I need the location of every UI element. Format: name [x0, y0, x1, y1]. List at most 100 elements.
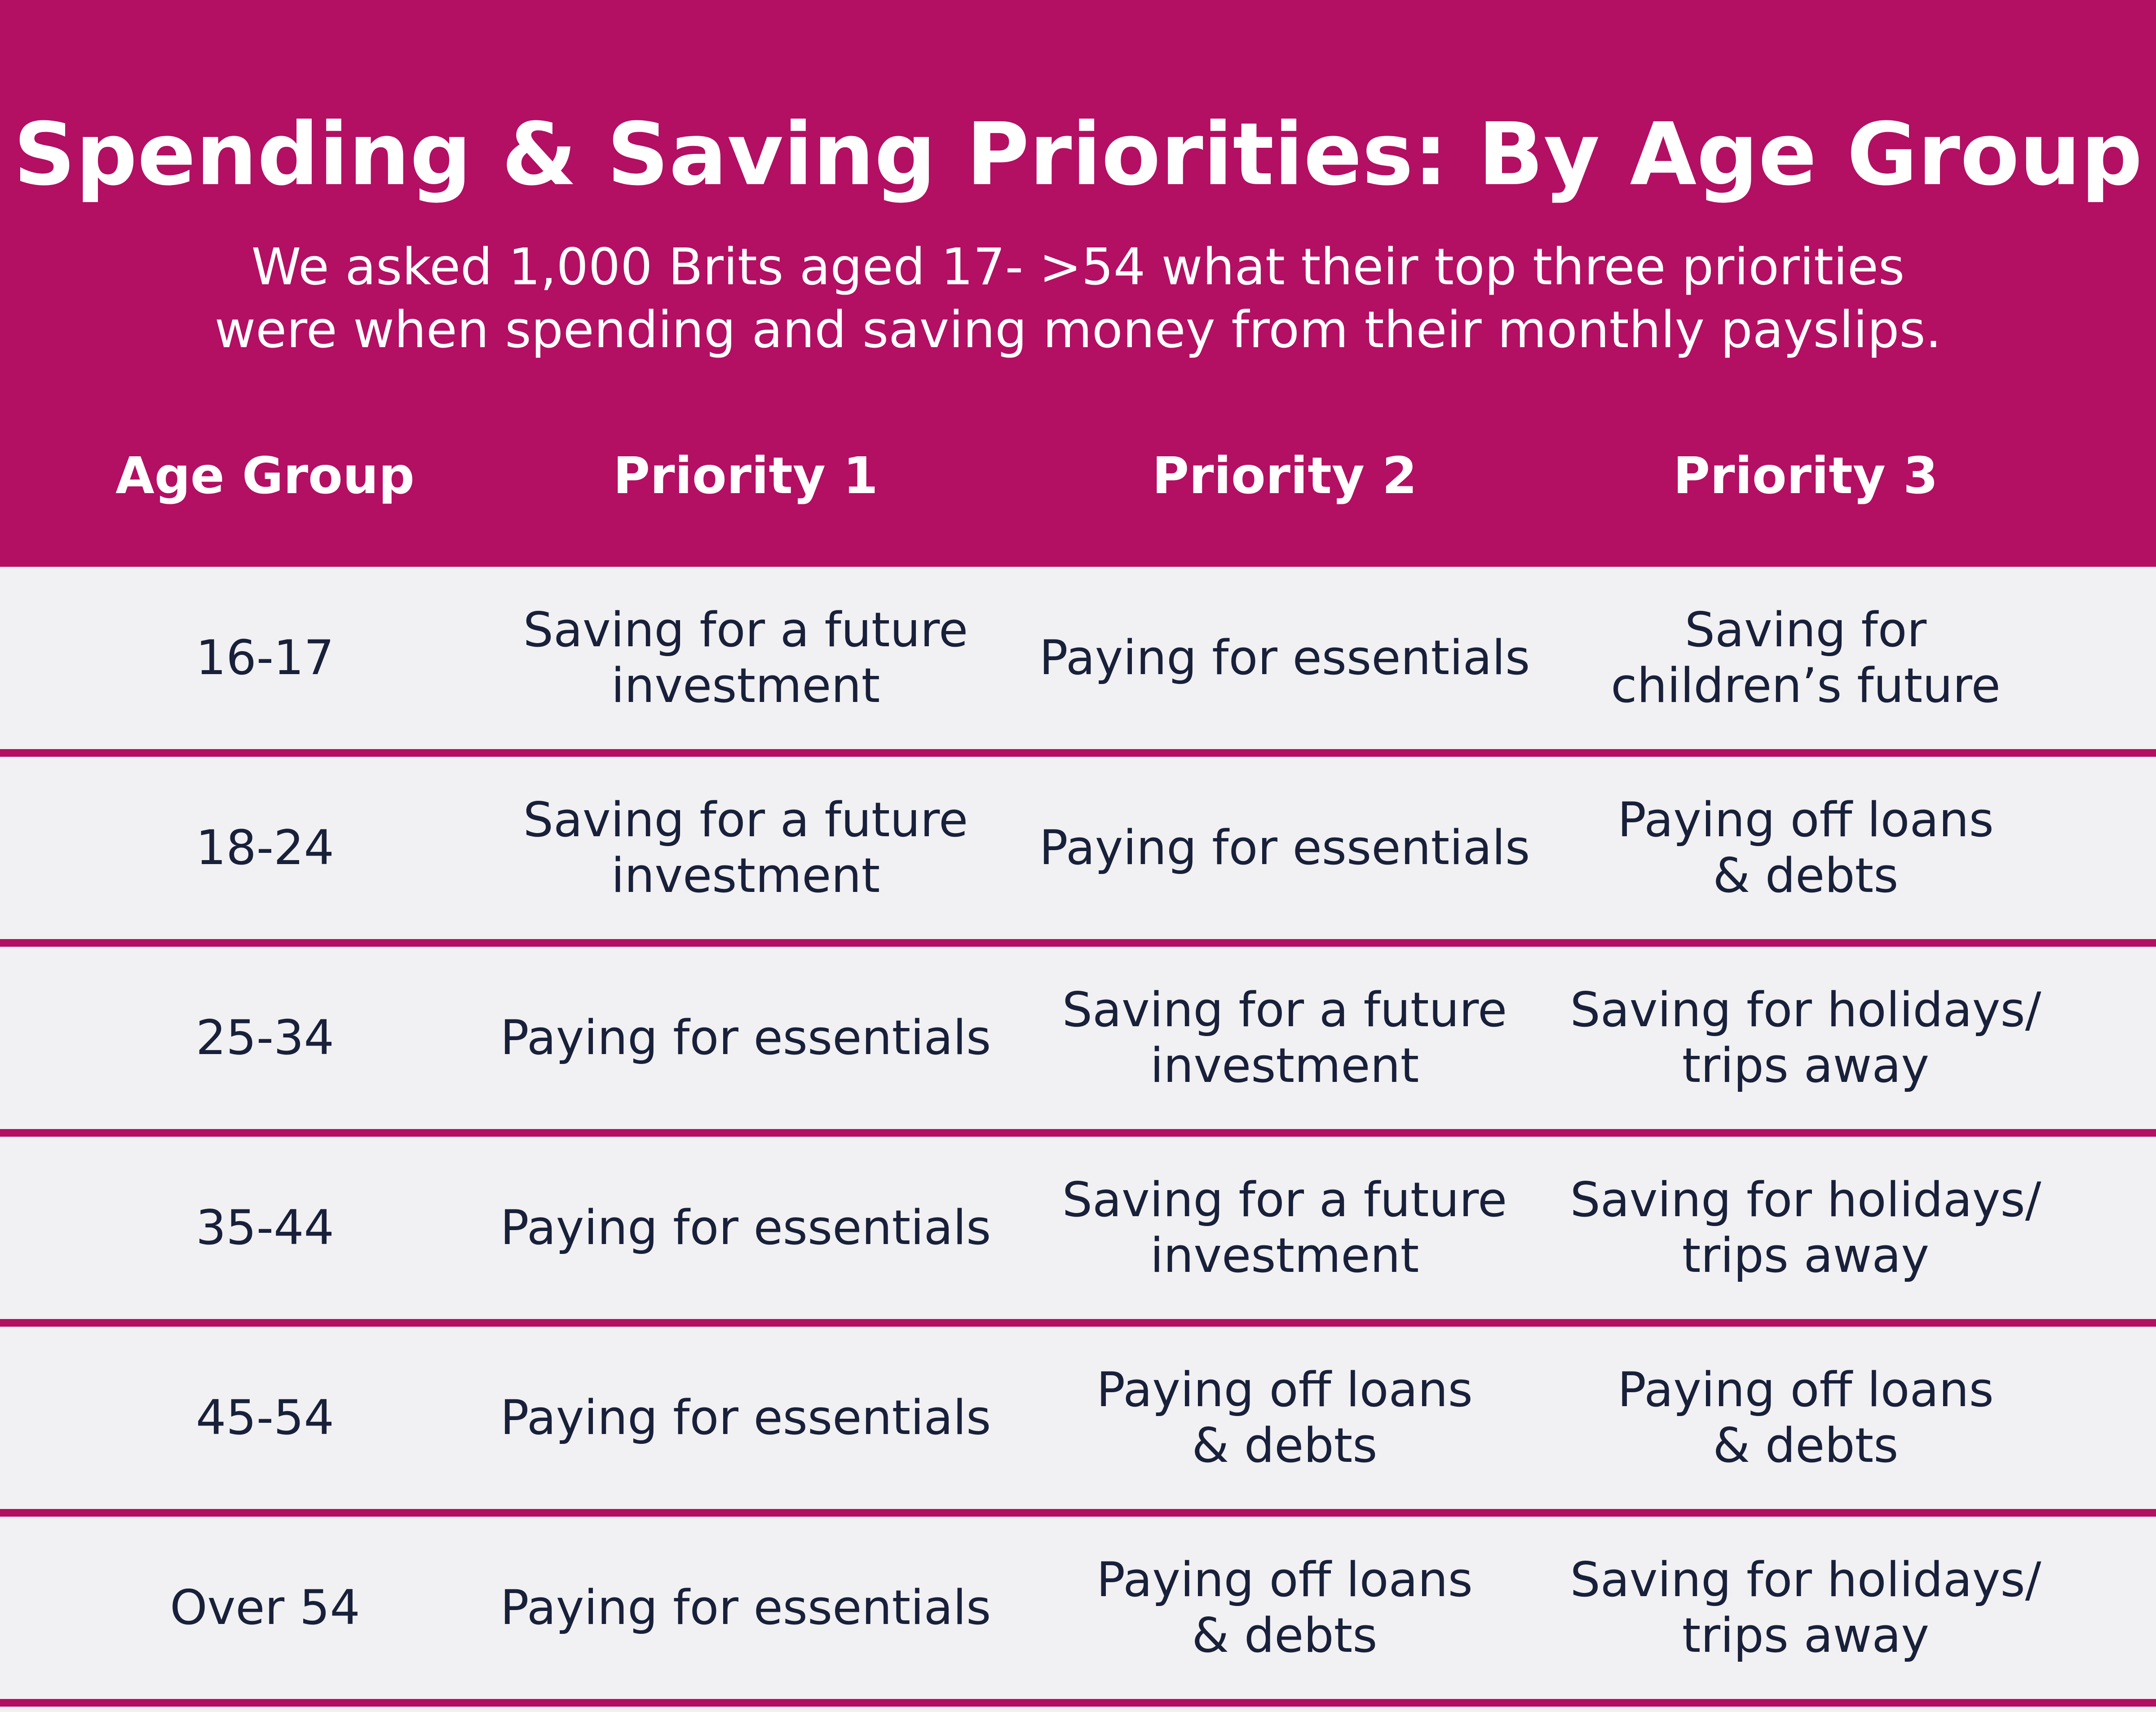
- priority-2-cell: Paying for essentials: [1015, 757, 1554, 939]
- priority-3-cell: Saving for holidays/trips away: [1554, 1517, 2057, 1699]
- cell-line: Saving for holidays/: [1570, 1172, 2041, 1227]
- cell-line: Over 54: [170, 1580, 360, 1635]
- cell-line: Saving for: [1684, 602, 1927, 657]
- column-header-priority-3: Priority 3: [1673, 447, 1938, 505]
- priority-3-cell: Saving for children’s future: [1554, 567, 2057, 749]
- priority-2-cell: Paying for essentials: [1015, 567, 1554, 749]
- cell-line: 35-44: [195, 1200, 334, 1255]
- cell-text: Paying for essentials: [500, 1390, 991, 1446]
- cell-text: Paying off loans & debts: [1617, 1362, 1994, 1474]
- row-divider: [0, 1509, 2156, 1517]
- priority-3-cell: Paying off loans & debts: [1554, 1327, 2057, 1509]
- cell-text: Saving for holidays/trips away: [1570, 982, 2041, 1094]
- cell-line: & debts: [1192, 1418, 1378, 1473]
- cell-text: Saving for children’s future: [1611, 602, 2001, 714]
- cell-text: Saving for holidays/trips away: [1570, 1552, 2041, 1663]
- cell-line: & debts: [1713, 1418, 1899, 1473]
- cell-line: Paying off loans: [1617, 792, 1994, 847]
- cell-line: Saving for a future: [1062, 1172, 1507, 1227]
- age-group-cell: Over 54: [18, 1517, 512, 1699]
- priority-3-cell: Saving for holidays/trips away: [1554, 1137, 2057, 1319]
- priority-2-cell: Paying off loans & debts: [1015, 1327, 1554, 1509]
- cell-line: trips away: [1682, 1038, 1930, 1093]
- cell-text: Saving for a future investment: [523, 602, 968, 714]
- cell-text: Paying for essentials: [1039, 630, 1530, 686]
- cell-text: Paying for essentials: [500, 1580, 991, 1636]
- row-divider: [0, 1129, 2156, 1137]
- column-header-age-group: Age Group: [115, 447, 415, 505]
- cell-line: Paying for essentials: [1039, 820, 1530, 875]
- cell-text: Over 54: [170, 1580, 360, 1636]
- cell-line: & debts: [1192, 1608, 1378, 1663]
- cell-line: Paying off loans: [1096, 1552, 1473, 1607]
- cell-text: Saving for a future investment: [1062, 1172, 1507, 1284]
- cell-text: 16-17: [196, 630, 334, 686]
- cell-line: Saving for a future: [523, 792, 968, 847]
- table-row: 45-54 Paying for essentials Paying off loa…: [0, 1327, 2156, 1509]
- cell-line: investment: [1150, 1038, 1419, 1093]
- cell-text: Paying off loans & debts: [1096, 1552, 1473, 1663]
- priority-2-cell: Paying off loans & debts: [1015, 1517, 1554, 1699]
- row-divider: [0, 749, 2156, 757]
- header-banner: Spending & Saving Priorities: By Age Gro…: [0, 0, 2156, 567]
- priority-1-cell: Paying for essentials: [494, 1517, 997, 1699]
- priority-3-cell: Paying off loans & debts: [1554, 757, 2057, 939]
- age-group-cell: 25-34: [18, 947, 512, 1129]
- cell-line: trips away: [1682, 1608, 1930, 1663]
- cell-line: investment: [611, 658, 880, 713]
- cell-text: Paying for essentials: [500, 1200, 991, 1256]
- cell-text: 35-44: [196, 1200, 334, 1256]
- cell-text: Paying off loans & debts: [1096, 1362, 1473, 1474]
- cell-text: 25-34: [196, 1010, 334, 1066]
- cell-line: Paying for essentials: [500, 1200, 991, 1255]
- table-row: 18-24 Saving for a future investment Paying…: [0, 757, 2156, 939]
- cell-line: Paying for essentials: [500, 1010, 991, 1065]
- row-divider: [0, 939, 2156, 947]
- cell-text: 45-54: [196, 1390, 334, 1446]
- cell-line: Paying off loans: [1096, 1362, 1473, 1417]
- table-row: 16-17 Saving for a future investment Paying…: [0, 567, 2156, 749]
- cell-text: Saving for a future investment: [1062, 982, 1507, 1094]
- age-group-cell: 16-17: [18, 567, 512, 749]
- column-header-priority-1: Priority 1: [613, 447, 878, 505]
- cell-text: Paying for essentials: [500, 1010, 991, 1066]
- priority-1-cell: Paying for essentials: [494, 947, 997, 1129]
- cell-text: Saving for a future investment: [523, 792, 968, 904]
- priority-1-cell: Paying for essentials: [494, 1137, 997, 1319]
- cell-line: 18-24: [195, 820, 334, 875]
- age-group-cell: 18-24: [18, 757, 512, 939]
- cell-text: 18-24: [196, 820, 334, 876]
- cell-text: Saving for holidays/trips away: [1570, 1172, 2041, 1284]
- row-divider: [0, 1699, 2156, 1707]
- cell-line: Saving for a future: [1062, 982, 1507, 1037]
- cell-line: trips away: [1682, 1228, 1930, 1283]
- cell-line: 16-17: [195, 630, 334, 685]
- cell-text: Paying off loans & debts: [1617, 792, 1994, 904]
- table-row: 35-44 Paying for essentials Saving for a f…: [0, 1137, 2156, 1319]
- subtitle-line: We asked 1,000 Brits aged 17- >54 what t…: [251, 238, 1905, 296]
- priority-2-cell: Saving for a future investment: [1015, 947, 1554, 1129]
- cell-line: Paying off loans: [1617, 1362, 1994, 1417]
- priority-1-cell: Saving for a future investment: [494, 757, 997, 939]
- row-divider: [0, 1319, 2156, 1327]
- cell-line: & debts: [1713, 848, 1899, 903]
- cell-line: 25-34: [195, 1010, 334, 1065]
- cell-text: Paying for essentials: [1039, 820, 1530, 876]
- page-title: Spending & Saving Priorities: By Age Gro…: [13, 105, 2143, 205]
- cell-line: Saving for holidays/: [1570, 982, 2041, 1037]
- table-row: Over 54 Paying for essentials Paying off l…: [0, 1517, 2156, 1699]
- cell-line: investment: [611, 848, 880, 903]
- priority-3-cell: Saving for holidays/trips away: [1554, 947, 2057, 1129]
- priority-1-cell: Paying for essentials: [494, 1327, 997, 1509]
- cell-line: Paying for essentials: [500, 1580, 991, 1635]
- column-header-priority-2: Priority 2: [1152, 447, 1417, 505]
- age-group-cell: 45-54: [18, 1327, 512, 1509]
- cell-line: Saving for holidays/: [1570, 1552, 2041, 1607]
- cell-line: 45-54: [195, 1390, 334, 1445]
- cell-line: Paying for essentials: [1039, 630, 1530, 685]
- cell-line: Paying for essentials: [500, 1390, 991, 1445]
- subtitle-line: were when spending and saving money from…: [214, 301, 1942, 359]
- priority-2-cell: Saving for a future investment: [1015, 1137, 1554, 1319]
- cell-line: children’s future: [1611, 658, 2001, 713]
- age-group-cell: 35-44: [18, 1137, 512, 1319]
